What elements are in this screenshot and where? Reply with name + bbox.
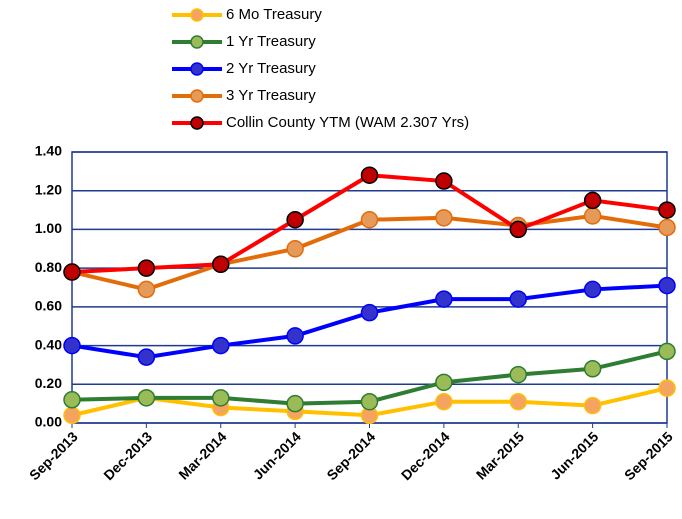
marker [63,263,81,281]
legend-marker [190,62,204,76]
marker [583,207,602,225]
legend-label: 3 Yr Treasury [226,87,316,104]
marker [583,360,602,378]
y-tick-label: 1.00 [35,220,62,236]
marker [509,220,527,239]
marker [360,166,379,184]
marker [509,392,527,411]
marker [435,209,453,227]
marker [509,290,527,308]
y-tick-label: 0.20 [35,375,62,391]
marker [286,394,304,413]
y-tick-label: 0.60 [35,298,62,314]
legend-label: 2 Yr Treasury [226,60,316,77]
marker [360,303,379,322]
marker [435,290,453,308]
marker [435,392,453,411]
marker [212,336,230,355]
marker [63,391,81,409]
y-tick-label: 1.20 [35,181,62,197]
marker [286,211,304,229]
y-tick-label: 0.80 [35,259,62,275]
marker [583,396,602,415]
marker [137,259,156,277]
marker [137,389,156,407]
marker [658,201,676,219]
marker [509,365,527,384]
marker [435,373,453,392]
marker [360,392,379,411]
legend-label: 1 Yr Treasury [226,33,316,50]
marker [583,280,602,299]
legend-marker [190,8,204,22]
y-tick-label: 0.40 [35,336,62,352]
legend-marker [190,35,204,49]
marker [360,211,379,229]
marker [212,255,230,274]
marker [583,191,602,210]
legend-marker [190,116,204,130]
marker [658,342,676,361]
marker [137,348,156,366]
marker [658,379,676,397]
marker [658,276,676,295]
marker [658,218,676,237]
marker [435,172,453,190]
marker [212,389,230,407]
marker [63,406,81,425]
legend-marker [190,89,204,103]
y-tick-label: 1.40 [35,143,62,159]
legend-label: 6 Mo Treasury [226,6,322,23]
marker [286,240,304,258]
legend-label: Collin County YTM (WAM 2.307 Yrs) [226,114,469,131]
marker [286,327,304,345]
y-tick-label: 0.00 [35,414,62,430]
marker [63,336,81,355]
marker [137,280,156,299]
